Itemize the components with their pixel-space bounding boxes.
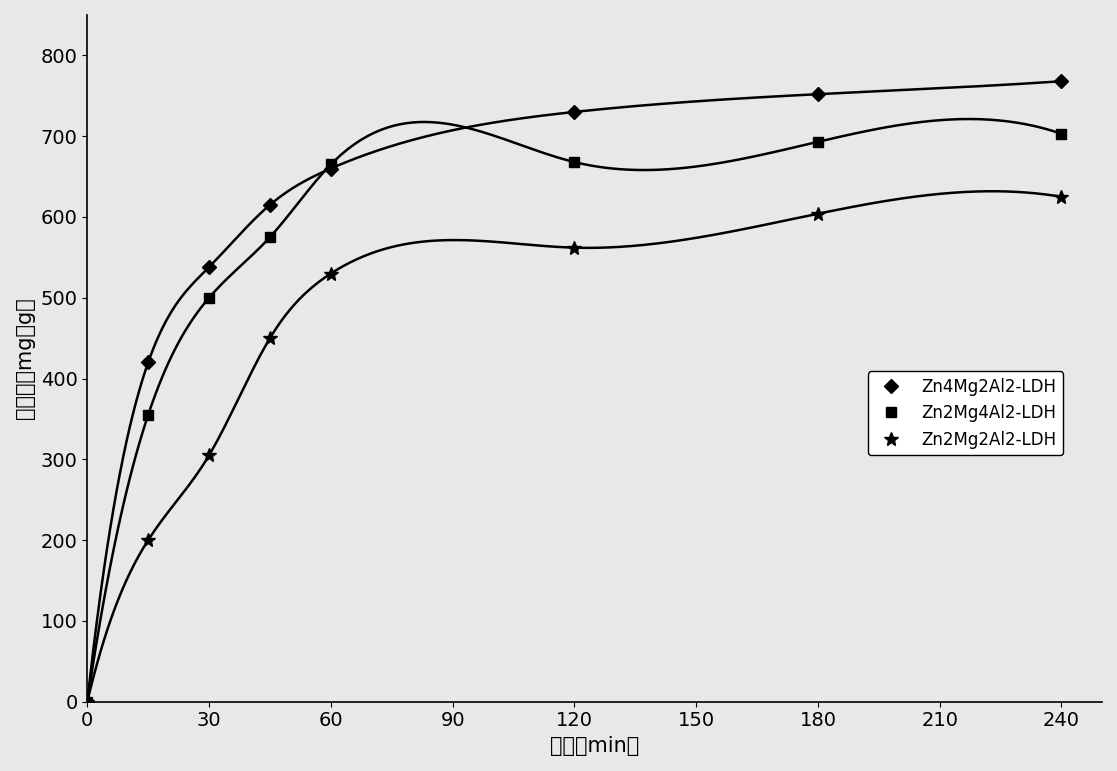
Zn4Mg2Al2-LDH <box>811 89 824 99</box>
Zn2Mg2Al2-LDH <box>811 209 824 218</box>
Zn2Mg2Al2-LDH <box>567 243 581 252</box>
Zn2Mg4Al2-LDH <box>202 293 216 302</box>
Zn4Mg2Al2-LDH <box>324 164 337 173</box>
Zn2Mg2Al2-LDH <box>264 334 277 343</box>
Zn4Mg2Al2-LDH <box>202 262 216 271</box>
Zn2Mg4Al2-LDH <box>1054 129 1068 138</box>
Zn2Mg2Al2-LDH <box>324 269 337 278</box>
Zn2Mg4Al2-LDH <box>80 697 94 706</box>
Zn2Mg4Al2-LDH <box>324 160 337 169</box>
Zn2Mg2Al2-LDH <box>202 451 216 460</box>
Zn2Mg4Al2-LDH <box>811 137 824 146</box>
Line: Zn4Mg2Al2-LDH: Zn4Mg2Al2-LDH <box>83 76 1067 706</box>
Y-axis label: 吸附量（mg／g）: 吸附量（mg／g） <box>15 298 35 419</box>
Zn2Mg2Al2-LDH <box>142 536 155 545</box>
X-axis label: 时间（min）: 时间（min） <box>550 736 639 756</box>
Zn4Mg2Al2-LDH <box>1054 76 1068 86</box>
Legend: Zn4Mg2Al2-LDH, Zn2Mg4Al2-LDH, Zn2Mg2Al2-LDH: Zn4Mg2Al2-LDH, Zn2Mg4Al2-LDH, Zn2Mg2Al2-… <box>868 372 1063 456</box>
Zn2Mg4Al2-LDH <box>567 157 581 167</box>
Line: Zn2Mg4Al2-LDH: Zn2Mg4Al2-LDH <box>83 129 1067 706</box>
Zn2Mg4Al2-LDH <box>142 410 155 419</box>
Zn4Mg2Al2-LDH <box>142 358 155 367</box>
Line: Zn2Mg2Al2-LDH: Zn2Mg2Al2-LDH <box>80 190 1068 709</box>
Zn2Mg2Al2-LDH <box>1054 192 1068 201</box>
Zn4Mg2Al2-LDH <box>264 200 277 210</box>
Zn2Mg2Al2-LDH <box>80 697 94 706</box>
Zn4Mg2Al2-LDH <box>80 697 94 706</box>
Zn2Mg4Al2-LDH <box>264 233 277 242</box>
Zn4Mg2Al2-LDH <box>567 107 581 116</box>
